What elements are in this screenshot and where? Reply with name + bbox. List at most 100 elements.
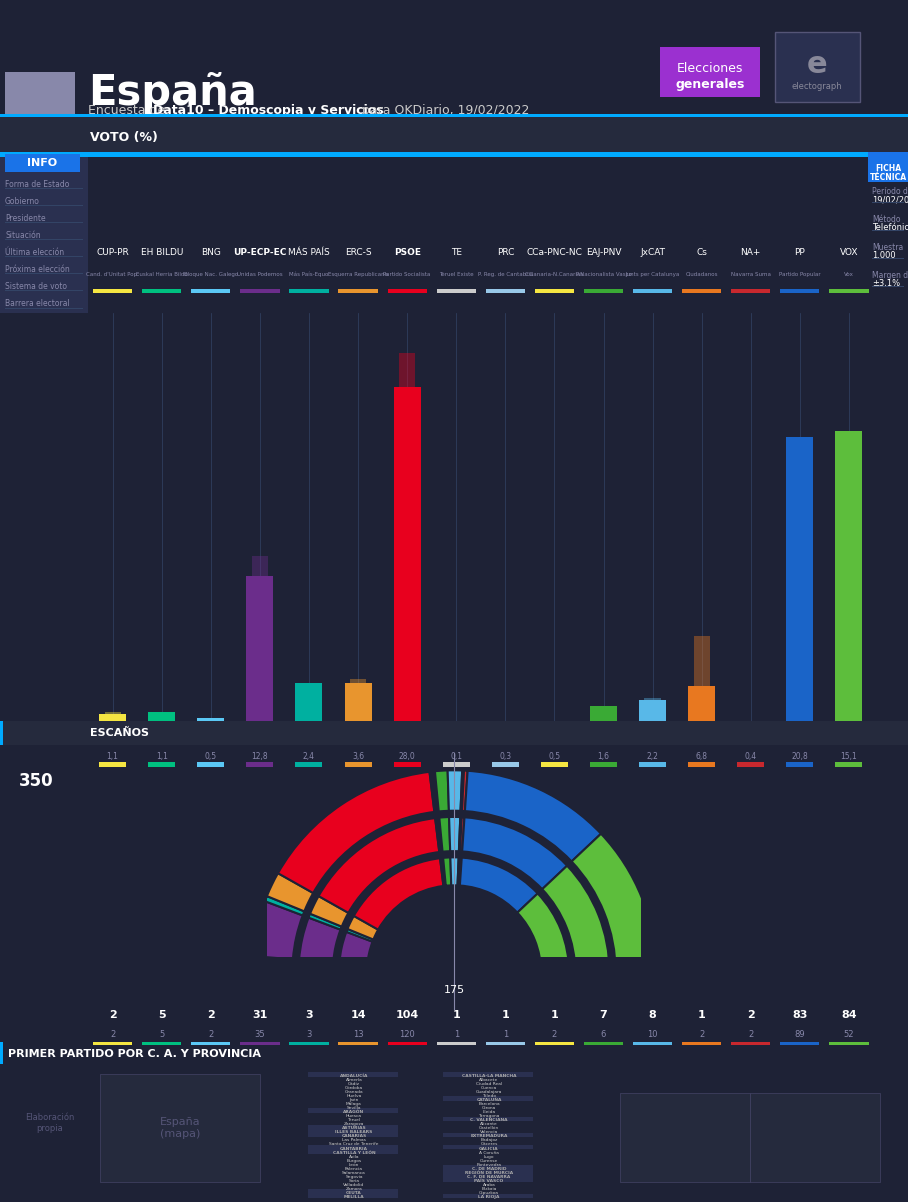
Text: 28,0: 28,0 (399, 752, 416, 761)
Text: Teruel: Teruel (348, 1118, 360, 1123)
Bar (399, 352, 415, 727)
Text: Cádiz: Cádiz (348, 1082, 360, 1085)
Text: ±3,1%: ±3,1% (872, 280, 900, 288)
Text: Soria: Soria (349, 1179, 360, 1183)
Bar (308, 1149, 398, 1154)
Text: Girona: Girona (482, 1106, 496, 1109)
Text: Barcelona: Barcelona (479, 1102, 499, 1106)
Text: FICHA: FICHA (875, 165, 901, 173)
Bar (449, 726, 464, 727)
Text: 1: 1 (454, 1030, 459, 1039)
Bar (780, 1041, 820, 1045)
Text: Lleida: Lleida (482, 1111, 496, 1114)
Text: 0,7: 0,7 (202, 732, 220, 742)
Text: EAJ-PNV: EAJ-PNV (586, 249, 621, 257)
Bar (93, 288, 133, 292)
Wedge shape (462, 817, 568, 889)
Bar (192, 288, 231, 292)
Text: Teruel Existe: Teruel Existe (439, 272, 474, 276)
Bar (492, 762, 518, 767)
Bar (535, 288, 574, 292)
Wedge shape (459, 817, 461, 851)
Wedge shape (252, 959, 292, 970)
Wedge shape (438, 817, 442, 852)
Bar (252, 555, 268, 727)
Wedge shape (310, 895, 349, 927)
Text: 0,5: 0,5 (204, 752, 217, 761)
Text: Esquerra Republicana: Esquerra Republicana (328, 272, 388, 276)
Text: VOTO (%): VOTO (%) (90, 131, 158, 144)
Bar (731, 288, 770, 292)
Bar (541, 762, 568, 767)
Text: 3: 3 (305, 1010, 312, 1020)
Text: EH BILDU: EH BILDU (141, 249, 183, 257)
Bar (835, 762, 863, 767)
Text: Partido Popular: Partido Popular (779, 272, 821, 276)
Text: 35: 35 (254, 1030, 265, 1039)
Text: CANTABRIA: CANTABRIA (340, 1147, 368, 1150)
Text: e: e (806, 49, 827, 78)
Text: 2: 2 (748, 1030, 754, 1039)
Bar (388, 288, 427, 292)
Bar (443, 1096, 533, 1101)
Text: INFO: INFO (27, 159, 57, 168)
Text: GALICIA: GALICIA (479, 1147, 498, 1150)
Text: 1: 1 (503, 1030, 508, 1039)
Text: Ciudad Real: Ciudad Real (476, 1082, 502, 1085)
Text: 5: 5 (159, 1030, 164, 1039)
Bar (737, 722, 765, 727)
Wedge shape (459, 857, 538, 912)
Bar (694, 636, 710, 727)
Bar (308, 1132, 398, 1137)
Text: ESCAÑOS: ESCAÑOS (90, 728, 149, 738)
Bar (443, 1177, 533, 1182)
Text: C. VALENCIANA: C. VALENCIANA (470, 1118, 508, 1123)
Bar (682, 1041, 721, 1045)
Text: España: España (88, 72, 257, 114)
Bar (688, 685, 716, 727)
Wedge shape (460, 817, 465, 851)
Wedge shape (442, 858, 446, 886)
Bar (486, 1041, 525, 1045)
Text: EXTREMADURA: EXTREMADURA (470, 1135, 508, 1138)
Text: 0,4: 0,4 (545, 732, 564, 742)
Wedge shape (439, 817, 450, 852)
Bar (0, 117, 908, 153)
Text: Burgos: Burgos (347, 1159, 361, 1162)
Bar (596, 706, 612, 727)
Text: 12,8: 12,8 (252, 752, 268, 761)
Bar (590, 706, 617, 727)
Bar (731, 1041, 770, 1045)
Bar (829, 288, 869, 292)
Bar (100, 1073, 260, 1183)
Text: 6,8: 6,8 (696, 752, 707, 761)
Bar (104, 713, 121, 727)
Text: MELILLA: MELILLA (344, 1195, 364, 1200)
Bar (5, 154, 80, 172)
Bar (290, 1041, 329, 1045)
Text: 1.000: 1.000 (872, 251, 895, 261)
Text: 350: 350 (19, 772, 54, 790)
Bar (584, 288, 623, 292)
Bar (344, 762, 371, 767)
Text: 2: 2 (109, 1010, 116, 1020)
Text: Sistema de voto: Sistema de voto (5, 282, 67, 291)
Bar (148, 713, 175, 727)
Text: León: León (349, 1162, 360, 1167)
Bar (192, 1041, 231, 1045)
Text: Segovia: Segovia (345, 1174, 363, 1179)
Text: PRIMER PARTIDO POR C. A. Y PROVINCIA: PRIMER PARTIDO POR C. A. Y PROVINCIA (8, 1048, 261, 1059)
Text: ASTURIAS: ASTURIAS (341, 1126, 366, 1130)
Text: Badajoz: Badajoz (480, 1138, 498, 1142)
Bar (786, 762, 814, 767)
Wedge shape (440, 858, 444, 886)
Text: Junts per Catalunya: Junts per Catalunya (626, 272, 680, 276)
Text: 3: 3 (306, 1030, 311, 1039)
Wedge shape (542, 865, 609, 972)
Text: 2,0: 2,0 (644, 732, 662, 742)
Text: ARAGÓN: ARAGÓN (343, 1111, 365, 1114)
Bar (246, 576, 273, 727)
Wedge shape (319, 819, 439, 912)
Text: 14: 14 (350, 1010, 366, 1020)
Text: ANDALUCÍA: ANDALUCÍA (340, 1073, 368, 1078)
